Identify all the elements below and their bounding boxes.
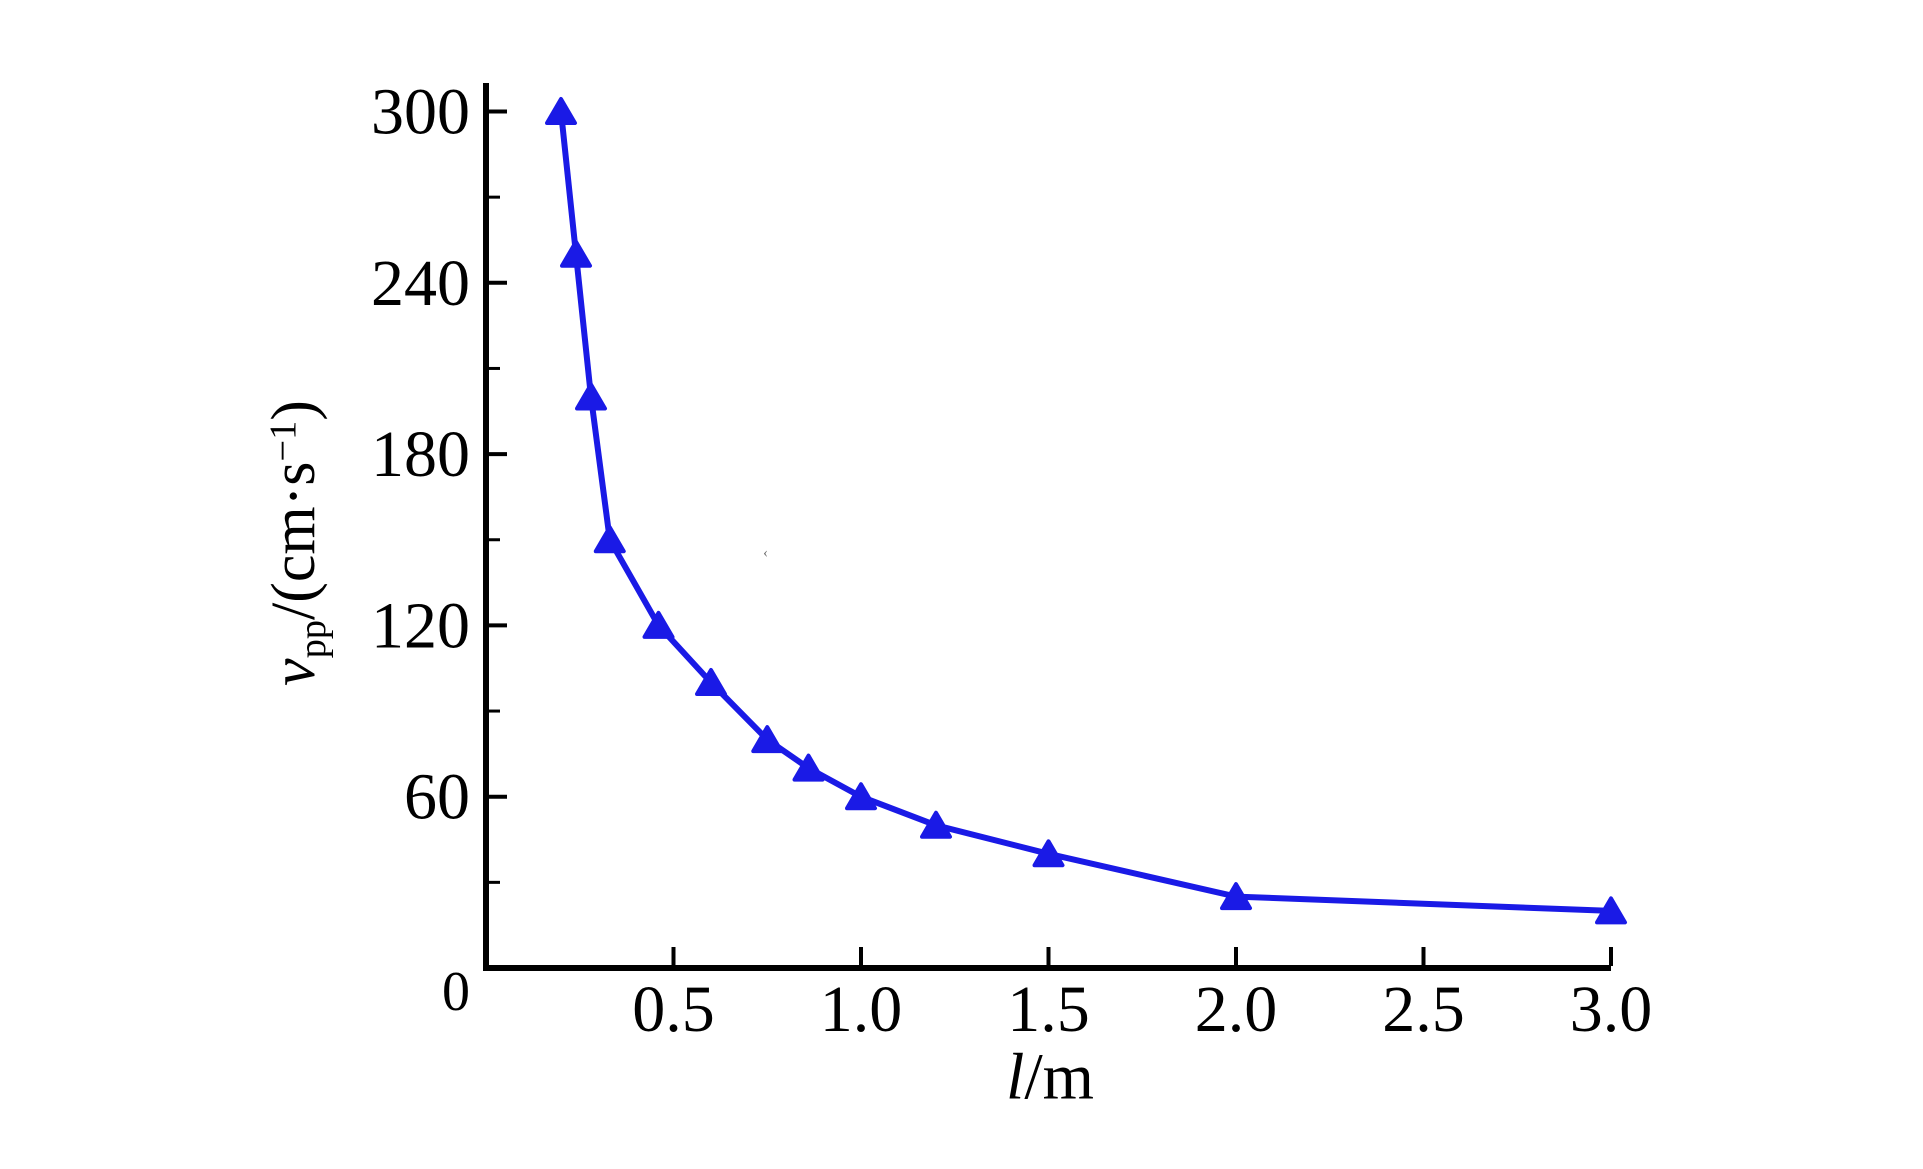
y-axis-unit-close: )	[260, 400, 329, 421]
y-axis-subscript: pp	[291, 619, 334, 659]
y-axis-label: vpp/(cm·s−1)	[259, 400, 335, 686]
data-point-marker	[545, 97, 577, 125]
data-point-marker	[642, 610, 675, 639]
data-point-marker	[1032, 839, 1065, 868]
origin-tick-label: 0	[442, 961, 470, 1023]
x-tick-label: 1.0	[820, 973, 903, 1046]
y-tick-label: 180	[371, 418, 470, 491]
y-tick-label: 300	[371, 76, 470, 149]
data-point-marker	[792, 753, 825, 782]
x-tick-label: 0.5	[632, 973, 715, 1046]
data-point-marker	[920, 810, 952, 839]
data-point-marker	[695, 668, 727, 696]
data-point-marker	[845, 782, 877, 811]
data-point-marker	[575, 382, 607, 411]
x-tick-label: 2.0	[1195, 973, 1278, 1046]
y-tick-label: 240	[371, 247, 470, 320]
x-tick-label: 3.0	[1570, 973, 1653, 1046]
y-tick-label: 120	[371, 589, 470, 662]
data-point-marker	[1595, 896, 1627, 925]
x-axis-label: l/m	[1006, 1040, 1094, 1116]
y-axis-exponent: −1	[262, 420, 305, 462]
stray-mark: ‹	[763, 545, 768, 561]
y-axis-unit-open: /(cm·s	[260, 461, 329, 620]
series-line	[558, 108, 1614, 914]
data-point-marker	[1220, 882, 1252, 911]
x-axis-unit: /m	[1024, 1040, 1095, 1114]
data-point-marker	[593, 525, 626, 554]
data-point-marker	[751, 725, 784, 754]
y-tick-label: 60	[404, 761, 470, 834]
x-tick-label: 2.5	[1382, 973, 1465, 1046]
y-axis-symbol: v	[260, 658, 329, 686]
x-axis-symbol: l	[1005, 1040, 1025, 1114]
data-point-marker	[560, 239, 592, 268]
x-tick-label: 1.5	[1007, 973, 1090, 1046]
axes-spines	[483, 82, 1611, 971]
